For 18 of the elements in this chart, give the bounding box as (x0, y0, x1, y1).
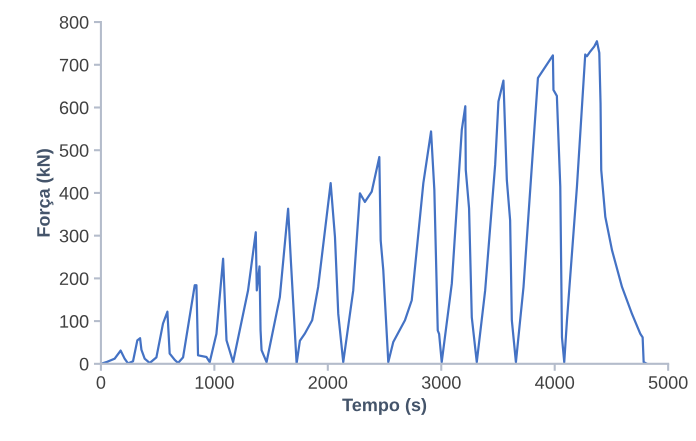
y-tick-label: 0 (80, 358, 88, 371)
x-tick-label: 1000 (196, 376, 234, 389)
y-tick-label: 500 (60, 144, 88, 157)
y-axis-title: Força (kN) (36, 149, 54, 236)
y-tick-label: 200 (60, 272, 88, 286)
y-tick-label: 300 (60, 230, 88, 242)
y-tick-label: 100 (60, 315, 88, 328)
y-tick-label: 800 (60, 16, 88, 29)
x-tick-label: 0 (96, 376, 106, 389)
y-tick-label: 400 (59, 186, 88, 200)
y-tick-label: 700 (60, 58, 88, 72)
x-axis-title: Tempo (s) (342, 398, 426, 415)
x-tick-label: 4000 (535, 376, 574, 389)
x-tick-label: 5000 (648, 376, 688, 389)
x-tick-label: 3000 (422, 376, 461, 389)
x-tick-label: 2000 (308, 376, 348, 389)
line-series (100, 40, 648, 364)
y-tick-label: 600 (60, 101, 88, 114)
